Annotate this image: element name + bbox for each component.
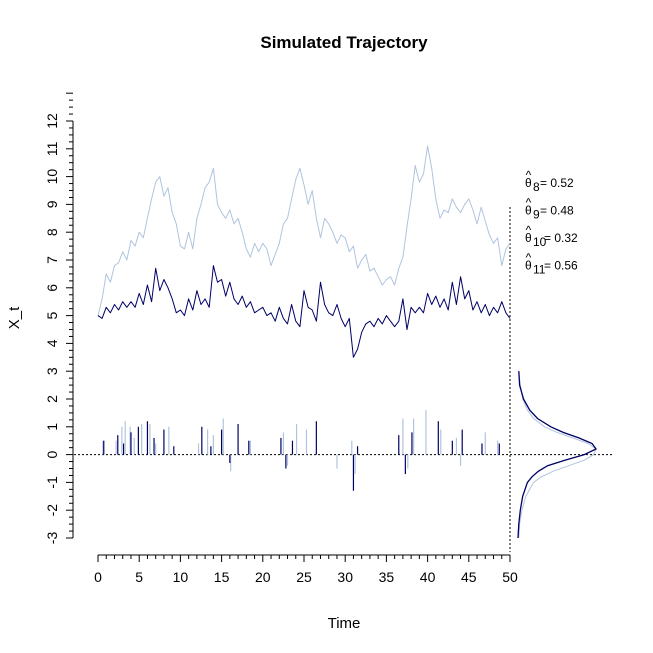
theta-hat: ^ [526, 196, 532, 210]
x-tick-label: 30 [337, 569, 353, 585]
y-tick-label: 1 [44, 423, 60, 431]
x-tick-label: 45 [461, 569, 477, 585]
theta-annotation: ^θ 11= 0.56 [525, 251, 578, 277]
x-tick-label: 5 [135, 569, 143, 585]
theta-hat: ^ [526, 251, 532, 265]
x-axis-label: Time [328, 615, 361, 632]
jump-marks [102, 410, 500, 491]
theta-value: = 0.32 [544, 231, 578, 245]
y-tick-label: 0 [44, 450, 60, 458]
x-tick-label: 25 [296, 569, 312, 585]
theta-symbol: θ [525, 231, 532, 245]
theta-subscript: 10 [533, 235, 547, 249]
theta-hat: ^ [526, 223, 532, 237]
theta-value: = 0.52 [540, 176, 574, 190]
y-tick-label: 2 [44, 395, 60, 403]
y-tick-label: 3 [44, 367, 60, 375]
y-tick-label: 4 [44, 339, 60, 347]
x-tick-label: 40 [420, 569, 436, 585]
theta-hat: ^ [526, 168, 532, 182]
x-tick-label: 20 [255, 569, 271, 585]
y-tick-label: -1 [44, 476, 60, 489]
theta-annotation: ^θ 9 = 0.48 [525, 196, 574, 222]
series-lines [97, 145, 511, 358]
y-tick-label: 9 [44, 200, 60, 208]
y-tick-label: 12 [44, 113, 60, 129]
x-tick-label: 0 [94, 569, 102, 585]
density-curve-light [518, 371, 597, 539]
y-tick-label: 10 [44, 169, 60, 185]
x-tick-label: 15 [214, 569, 230, 585]
x-tick-label: 50 [502, 569, 518, 585]
theta-value: = 0.56 [544, 259, 578, 273]
upper-trajectory-line [97, 145, 511, 316]
x-axis: 0 5 10 15 20 25 30 35 40 45 50 [94, 554, 518, 585]
y-axis-label: X_t [6, 306, 23, 329]
theta-symbol: θ [525, 259, 532, 273]
theta-value: = 0.48 [540, 204, 574, 218]
y-tick-label: -3 [44, 532, 60, 545]
theta-subscript: 9 [533, 208, 540, 222]
density-curves [517, 371, 597, 539]
density-curve-dark [517, 371, 597, 539]
y-tick-label: 11 [44, 141, 60, 156]
chart-title: Simulated Trajectory [260, 33, 428, 52]
theta-annotation: ^θ 10= 0.32 [525, 223, 578, 249]
y-tick-label: 7 [44, 256, 60, 264]
y-tick-label: 8 [44, 228, 60, 236]
y-tick-label: 6 [44, 284, 60, 292]
theta-annotation: ^θ 8 = 0.52 [525, 168, 574, 194]
theta-subscript: 8 [533, 180, 540, 194]
theta-symbol: θ [525, 176, 532, 190]
x-tick-label: 10 [173, 569, 189, 585]
y-tick-label: -2 [44, 504, 60, 517]
theta-subscript: 11 [533, 263, 546, 277]
lower-trajectory-line [97, 265, 511, 358]
theta-symbol: θ [525, 204, 532, 218]
y-tick-label: 5 [44, 311, 60, 319]
x-tick-label: 35 [379, 569, 395, 585]
theta-annotations: ^θ 8 = 0.52^θ 9 = 0.48^θ 10= 0.32^θ 11= 0.56 [525, 168, 578, 277]
